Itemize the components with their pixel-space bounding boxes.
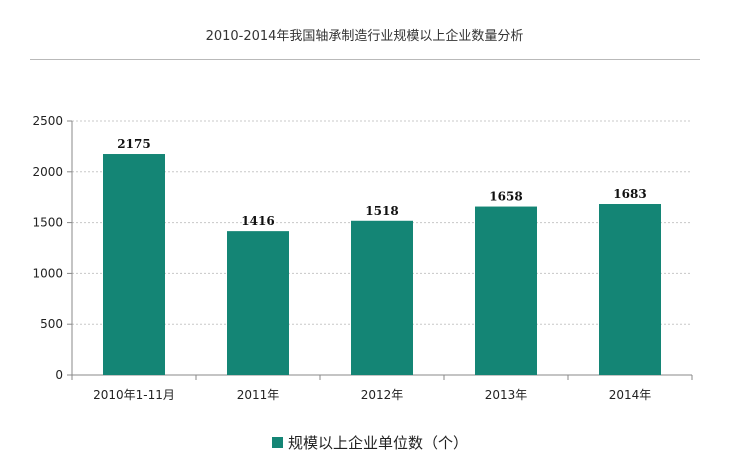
y-tick-label: 500 [40,317,63,331]
y-tick-label: 2000 [32,165,63,179]
x-tick-label: 2010年1-11月 [93,388,175,402]
data-label: 2175 [117,137,150,151]
y-tick-label: 2500 [32,114,63,128]
x-tick-label: 2014年 [609,388,652,402]
legend-label: 规模以上企业单位数（个） [288,434,468,452]
y-tick-label: 1000 [32,266,63,280]
title-divider [30,59,700,60]
bar [351,220,413,375]
bar [475,206,537,375]
chart-title: 2010-2014年我国轴承制造行业规模以上企业数量分析 [205,29,524,44]
data-label: 1658 [489,190,522,204]
legend: 规模以上企业单位数（个） [272,434,468,452]
data-label: 1416 [241,214,274,228]
legend-swatch [272,437,283,448]
data-label: 1518 [365,204,398,218]
labels: 2175 2010年1-11月 1416 2011年 1518 2012年 1658 2013… [93,137,651,402]
x-tick-label: 2013年 [485,388,528,402]
bar [103,154,165,375]
bar [227,231,289,375]
x-tick-label: 2011年 [237,388,280,402]
bar [599,204,661,375]
bars [103,154,661,375]
y-tick-label: 1500 [32,216,63,230]
x-tick-label: 2012年 [361,388,404,402]
data-label: 1683 [613,187,646,201]
y-tick-label: 0 [55,368,63,382]
